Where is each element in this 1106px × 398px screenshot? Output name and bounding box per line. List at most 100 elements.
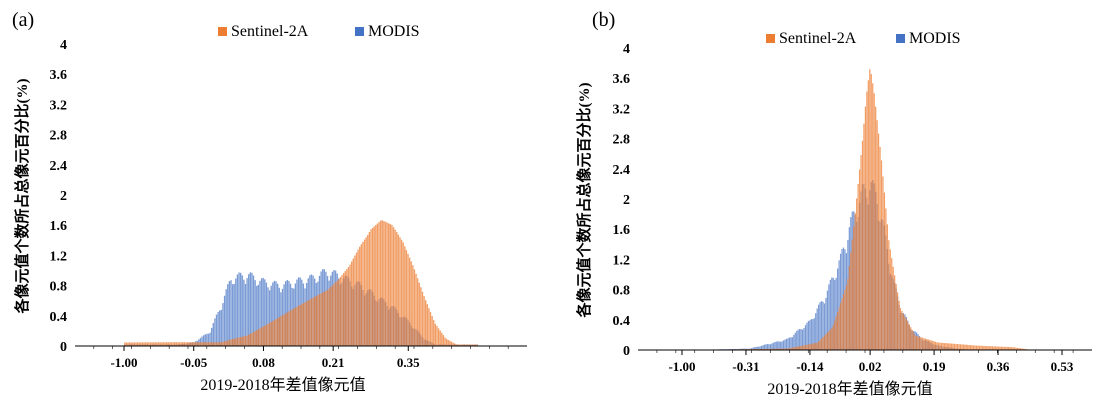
panel-a-bar — [167, 342, 169, 346]
panel-b-bar — [1022, 348, 1024, 350]
panel-a-bar — [338, 279, 340, 346]
panel-a-bar — [191, 342, 194, 346]
panel-b-bar — [857, 183, 859, 350]
panel-b-bar — [778, 348, 780, 350]
panel-a-x-tick-3: 0.21 — [322, 355, 345, 370]
panel-b-bar — [819, 302, 821, 350]
panel-a-bar — [225, 289, 227, 346]
panel-a-bar — [396, 232, 398, 346]
panel-a-bar — [265, 324, 268, 346]
panel-b-bar — [936, 342, 938, 350]
panel-b-bar — [763, 344, 766, 350]
panel-b-bar — [993, 346, 995, 350]
panel-a-bar — [436, 326, 438, 346]
panel-a-bar — [206, 342, 208, 346]
panel-a-bar — [268, 290, 271, 346]
panel-a-label: (a) — [12, 9, 34, 31]
panel-a-bar — [186, 342, 189, 346]
panel-a-bar — [392, 227, 395, 346]
panel-a-bar — [241, 336, 243, 346]
panel-a-bar — [381, 220, 383, 346]
panel-a-bar — [199, 342, 202, 346]
panel-a-bar — [196, 342, 198, 346]
panel-a-y-tick-3: 1.2 — [50, 249, 68, 264]
panel-b-x-tick-5: 0.36 — [987, 359, 1010, 374]
panel-b-bar — [771, 348, 773, 350]
panel-a-bar — [270, 285, 272, 346]
panel-b-bar — [914, 335, 916, 350]
panel-b-bar — [1003, 346, 1005, 350]
panel-b-bar — [885, 208, 887, 350]
panel-a-bar — [447, 339, 449, 346]
panel-a-legend-sentinel: Sentinel-2A — [231, 23, 309, 40]
panel-b-bar — [793, 334, 795, 350]
panel-b-bar — [787, 338, 789, 350]
panel-b-bar — [826, 290, 829, 350]
panel-a-bar — [431, 316, 433, 346]
panel-b-y-tick-8: 3.2 — [613, 102, 631, 117]
panel-a-bar — [285, 313, 287, 346]
panel-b-bar — [861, 140, 864, 350]
panel-b-bar — [972, 345, 975, 350]
panel-a-legend: Sentinel-2A MODIS — [218, 23, 420, 40]
panel-a-bar — [376, 223, 379, 346]
panel-a-bar — [460, 344, 462, 346]
panel-b-y-tick-5: 2 — [623, 193, 630, 208]
panel-b-bar — [1012, 347, 1014, 350]
panel-a-bar — [410, 261, 412, 346]
panel-b-bar — [951, 343, 953, 350]
panel-a-bar — [276, 283, 279, 346]
panel-b-y-label: 各像元值个数所占总像元百分比(%) — [575, 83, 593, 319]
panel-b-bar — [946, 343, 948, 350]
panel-a-bar — [252, 275, 255, 346]
panel-a-bar — [278, 317, 280, 346]
panel-a-bar — [404, 246, 406, 346]
panel-a-bar — [215, 342, 218, 346]
panel-a-y-label: 各像元值个数所占总像元百分比(%) — [13, 79, 31, 315]
panel-a-bar — [175, 342, 177, 346]
panel-b-bar — [771, 343, 773, 350]
panel-a-bar — [201, 336, 203, 346]
panel-b-bar — [762, 348, 764, 350]
panel-a-bar — [235, 338, 237, 346]
panel-a-bar — [399, 237, 401, 346]
panel-a-bar — [310, 298, 313, 346]
panel-a-bar — [233, 338, 235, 346]
panel-b-bar — [826, 332, 829, 350]
panel-a-bar — [365, 237, 367, 346]
panel-b-bar — [791, 347, 793, 350]
panel-a-bar — [267, 287, 269, 346]
panel-a-bar — [352, 258, 354, 346]
panel-b-bar — [765, 344, 767, 350]
panel-a-bar — [402, 242, 404, 346]
panel-a-bar — [262, 277, 264, 346]
panel-b-bar — [915, 335, 918, 350]
panel-a-bar — [405, 249, 408, 346]
panel-a-bar — [146, 342, 149, 346]
panel-a-y-tick-2: 0.8 — [50, 280, 68, 295]
panel-b-bar — [853, 226, 855, 350]
panel-b-bar — [797, 346, 799, 350]
panel-b-bar — [886, 224, 888, 350]
panel-b-bar — [883, 192, 886, 350]
panel-a-bar — [288, 311, 290, 346]
panel-a-bar — [128, 342, 131, 346]
panel-a-bar — [360, 244, 363, 346]
panel-a-bar — [211, 342, 213, 346]
panel-b-bar — [816, 308, 818, 350]
panel-a-bar — [322, 292, 324, 346]
panel-b-bar — [927, 339, 929, 350]
panel-a-bar — [378, 222, 380, 346]
panel-b-bar — [953, 343, 956, 350]
panel-b-bar — [1000, 346, 1002, 350]
panel-a-bar — [420, 287, 422, 346]
panel-b-bar — [813, 318, 815, 350]
panel-b: (b) Sentinel-2A MODIS 0 0.4 0.8 1.2 1.6 2 2.4 2… — [575, 9, 1092, 398]
panel-b-bar — [782, 340, 785, 350]
panel-a-bar — [214, 342, 216, 346]
panel-a-bar — [309, 299, 311, 346]
panel-a-y-tick-4: 1.6 — [50, 219, 68, 234]
panel-a-bar — [280, 316, 282, 346]
panel-a-bar — [476, 344, 478, 346]
panel-b-bar — [781, 348, 783, 350]
